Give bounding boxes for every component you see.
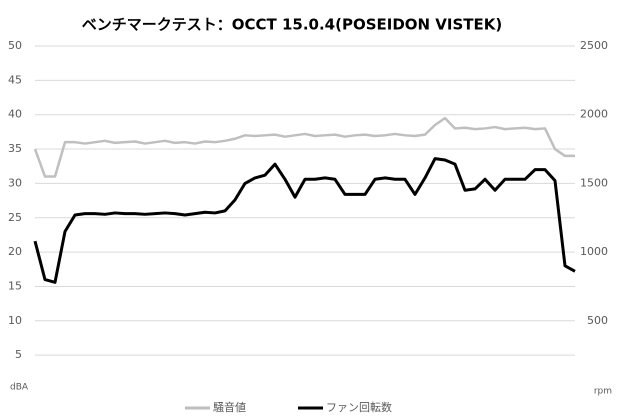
series-line [33, 116, 575, 178]
y-tick-label: 45 [8, 73, 22, 86]
y-tick-label: 25 [8, 211, 22, 224]
series-line [33, 157, 576, 284]
y2-tick-label: 1000 [580, 245, 608, 258]
y2-tick-label: 1500 [580, 176, 608, 189]
y-tick-label: 5 [15, 348, 22, 361]
legend-label: 騒音値 [213, 400, 246, 414]
y2-tick-label: 500 [587, 314, 608, 327]
y-tick-label: 35 [8, 142, 22, 155]
chart-title: ベンチマークテスト：OCCT 15.0.4(POSEIDON VISTEK) [82, 16, 503, 34]
y-tick-label: 15 [8, 279, 22, 292]
y-tick-label: 20 [8, 245, 22, 258]
y-axis-label: dBA [10, 383, 29, 393]
y-tick-label: 10 [8, 314, 22, 327]
y-tick-label: 50 [8, 39, 22, 52]
y-tick-label: 40 [8, 108, 22, 121]
legend-label: ファン回転数 [326, 401, 392, 414]
y-tick-label: 30 [8, 176, 22, 189]
y2-tick-label: 2500 [580, 39, 608, 52]
y2-axis-label: rpm [594, 387, 612, 397]
y2-tick-label: 2000 [580, 108, 608, 121]
